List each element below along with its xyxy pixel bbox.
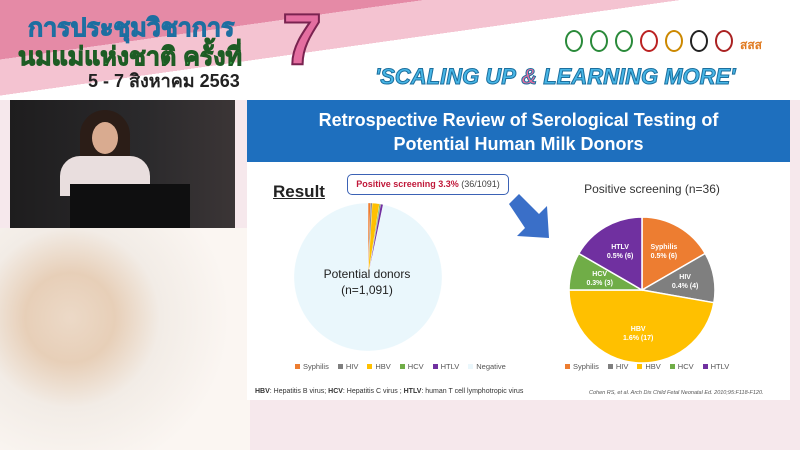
conference-title-line1: การประชุมวิชาการ	[27, 14, 235, 43]
legend-item: Syphilis	[295, 362, 329, 371]
slogan: 'SCALING UP & LEARNING MORE'	[374, 64, 736, 90]
legend-item: Negative	[468, 362, 506, 371]
sss-logo: สสส	[740, 38, 762, 52]
slogan-part: 'SCALING UP	[374, 64, 522, 90]
footnote: HBV: Hepatitis B virus; HCV: Hepatitis C…	[255, 388, 523, 395]
conference-dates: 5 - 7 สิงหาคม 2563	[88, 71, 240, 91]
legend-item: HBV	[367, 362, 391, 371]
slide-title-line1: Retrospective Review of Serological Test…	[318, 110, 719, 130]
footnote-text: : Hepatitis C virus ;	[342, 388, 404, 395]
speaker-video	[10, 100, 235, 228]
pie-charts	[293, 202, 716, 364]
positive-screening-callout: Positive screening 3.3% (36/1091)	[347, 174, 509, 195]
slogan-part: LEARNING MORE'	[537, 64, 736, 90]
footnote-abbr: HTLV	[403, 388, 422, 395]
result-heading: Result	[273, 182, 325, 201]
left-pie-label-line1: Potential donors	[323, 267, 411, 281]
right-legend: Syphilis HIV HBV HCV HTLV	[565, 362, 729, 371]
footnote-abbr: HCV	[328, 388, 343, 395]
logo-icon	[715, 30, 733, 52]
pie-slice-htlv	[577, 216, 643, 292]
slice-label-hiv: HIV 0.4% (4)	[671, 274, 699, 291]
footnote-text: : human T cell lymphotropic virus	[421, 388, 524, 395]
slice-label-syphilis: Syphilis 0.5% (6)	[650, 244, 678, 261]
logo-icon	[665, 30, 683, 52]
slice-label-htlv: HTLV 0.5% (6)	[606, 244, 634, 261]
footnote-abbr: HBV	[255, 388, 270, 395]
callout-count: (36/1091)	[458, 179, 500, 189]
arrow-icon	[509, 194, 549, 238]
slogan-amp: &	[521, 64, 538, 90]
banner-background	[0, 0, 800, 100]
footnote-text: : Hepatitis B virus;	[269, 388, 329, 395]
slide-title-line2: Potential Human Milk Donors	[393, 134, 644, 154]
pie-slice-negative	[293, 202, 443, 352]
logo-icon	[565, 30, 583, 52]
citation: Cohen RS, et al. Arch Dis Child Fetal Ne…	[589, 390, 764, 396]
slice-label-hcv: HCV 0.3% (3)	[586, 270, 613, 287]
legend-item: HTLV	[702, 362, 729, 371]
left-legend: Syphilis HIV HBV HCV HTLV Negative	[295, 362, 506, 371]
legend-item: HBV	[637, 362, 661, 371]
left-pie-label-line2: (n=1,091)	[341, 283, 393, 297]
callout-bold: Positive screening 3.3%	[356, 179, 459, 189]
logo-icon	[640, 30, 658, 52]
presentation-slide: Retrospective Review of Serological Test…	[247, 100, 790, 400]
slide-title: Retrospective Review of Serological Test…	[247, 100, 790, 162]
conference-title-line2: นมแม่แห่งชาติ ครั้งที่	[18, 43, 243, 72]
legend-item: HIV	[607, 362, 628, 371]
slice-label-hbv: HBV 1.6% (17)	[622, 325, 654, 342]
speaker-face	[92, 122, 118, 154]
background-child-photo	[0, 228, 250, 450]
legend-item: HIV	[337, 362, 358, 371]
logo-icon	[690, 30, 708, 52]
legend-item: Syphilis	[565, 362, 599, 371]
right-chart-title: Positive screening (n=36)	[584, 182, 720, 196]
conference-banner: การประชุมวิชาการ นมแม่แห่งชาติ ครั้งที่ …	[0, 0, 800, 100]
pie-slice-syphilis	[641, 216, 707, 292]
podium	[70, 184, 190, 228]
legend-item: HCV	[399, 362, 424, 371]
sponsor-logos: สสส	[565, 30, 762, 55]
logo-icon	[615, 30, 633, 52]
legend-item: HTLV	[432, 362, 459, 371]
pie-slice-hbv	[568, 289, 715, 364]
conference-number: 7	[281, 0, 323, 80]
logo-icon	[590, 30, 608, 52]
left-pie-label: Potential donors (n=1,091)	[307, 266, 427, 298]
legend-item: HCV	[669, 362, 694, 371]
